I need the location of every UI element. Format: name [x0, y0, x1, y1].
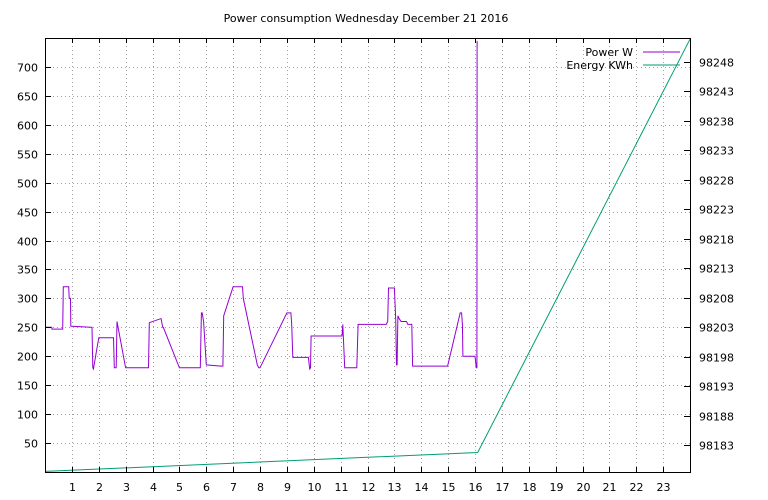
y2-tick-label: 98223 [699, 204, 734, 217]
legend-label-power-w: Power W [585, 46, 633, 59]
x-tick-label: 20 [577, 481, 591, 494]
y2-tick-label: 98238 [699, 116, 734, 129]
y2-tick-label: 98213 [699, 263, 734, 276]
plot-frame [45, 38, 691, 473]
x-tick-label: 12 [362, 481, 376, 494]
series-energy-kwh-line [44, 38, 691, 472]
x-tick-label: 10 [308, 481, 322, 494]
y-tick-label: 650 [17, 91, 38, 104]
x-tick-label: 17 [496, 481, 510, 494]
y-tick-label: 100 [17, 409, 38, 422]
x-tick-label: 3 [123, 481, 130, 494]
y-tick-label: 500 [17, 178, 38, 191]
y2-tick-label: 98188 [699, 411, 734, 424]
y-tick-label: 250 [17, 322, 38, 335]
legend-label-energy-kwh: Energy KWh [566, 59, 633, 72]
chart-title: Power consumption Wednesday December 21 … [224, 12, 509, 25]
series-layer [44, 38, 691, 472]
y-tick-label: 700 [17, 62, 38, 75]
x-tick-label: 23 [657, 481, 671, 494]
y2-tick-label: 98183 [699, 440, 734, 453]
y2-tick-label: 98208 [699, 293, 734, 306]
x-tick-label: 13 [388, 481, 402, 494]
x-tick-label: 9 [284, 481, 291, 494]
x-tick-label: 8 [257, 481, 264, 494]
x-tick-label: 4 [150, 481, 157, 494]
y-tick-label: 200 [17, 351, 38, 364]
y2-tick-label: 98233 [699, 145, 734, 158]
x-tick-label: 22 [630, 481, 644, 494]
x-tick-label: 21 [603, 481, 617, 494]
y2-tick-label: 98248 [699, 57, 734, 70]
y-tick-label: 50 [24, 438, 38, 451]
y-tick-label: 400 [17, 236, 38, 249]
y-tick-label: 150 [17, 380, 38, 393]
y-tick-label: 600 [17, 120, 38, 133]
x-tick-label: 6 [203, 481, 210, 494]
y2-tick-label: 98218 [699, 234, 734, 247]
axes: 1 2 3 4 5 6 7 8 9 10 11 12 13 14 15 16 17 18 19 20 21 22 23501… [17, 38, 734, 494]
y-tick-label: 450 [17, 207, 38, 220]
x-tick-label: 5 [176, 481, 183, 494]
y-tick-label: 300 [17, 293, 38, 306]
x-tick-label: 2 [96, 481, 103, 494]
y-tick-label: 550 [17, 149, 38, 162]
x-tick-label: 15 [442, 481, 456, 494]
y2-tick-label: 98203 [699, 322, 734, 335]
x-tick-label: 14 [415, 481, 429, 494]
y2-tick-label: 98193 [699, 381, 734, 394]
y2-tick-label: 98228 [699, 175, 734, 188]
x-tick-label: 19 [550, 481, 564, 494]
x-tick-label: 1 [69, 481, 76, 494]
y-tick-label: 350 [17, 264, 38, 277]
x-tick-label: 11 [335, 481, 349, 494]
x-tick-label: 7 [230, 481, 237, 494]
grid [45, 38, 690, 472]
y2-tick-label: 98243 [699, 86, 734, 99]
x-tick-label: 18 [523, 481, 537, 494]
y2-tick-label: 98198 [699, 352, 734, 365]
series-power-w-line [45, 40, 478, 371]
x-tick-label: 16 [469, 481, 483, 494]
